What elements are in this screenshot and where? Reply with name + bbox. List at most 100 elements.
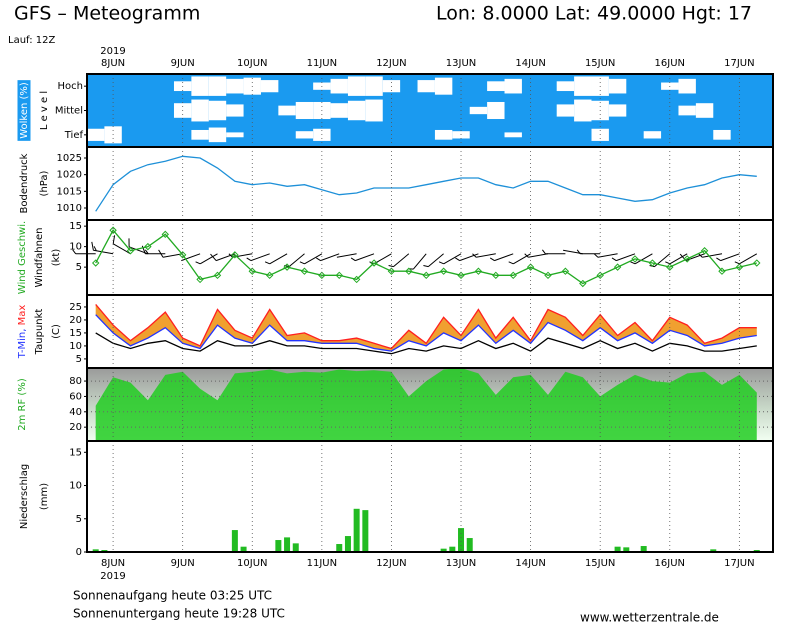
y-tick-label: 1010 (57, 203, 82, 214)
bar (353, 508, 360, 552)
wind-barb (158, 249, 183, 258)
marker (422, 271, 430, 280)
panel-label: Wolken (%) (19, 82, 30, 139)
cloud-cell (208, 100, 227, 121)
cloud-cell (226, 104, 244, 117)
y-tick-label: 5 (76, 262, 82, 273)
marker (700, 247, 709, 255)
wind-barb (72, 249, 96, 255)
cloud-cell (260, 80, 279, 93)
x-tick-label-top: 16JUN (655, 58, 685, 69)
wind-barb (593, 253, 618, 258)
cloud-cell (191, 76, 209, 96)
panel-label-part: Wind Geschwi. (17, 221, 28, 294)
cloud-cell (330, 103, 348, 118)
cloud-cell (278, 105, 296, 116)
marker (544, 271, 552, 280)
wind-barb (716, 253, 740, 262)
level-label: Tief (64, 130, 84, 141)
wind-barb (91, 241, 114, 255)
wind-barb (195, 253, 218, 265)
x-tick-label-bottom: 10JUN (237, 558, 267, 569)
sunrise: Sonnenaufgang heute 03:25 UTC (73, 589, 272, 603)
wind-barb (542, 249, 566, 255)
marker (596, 271, 604, 280)
marker (579, 279, 587, 288)
area (95, 368, 757, 441)
cloud-cell (434, 129, 453, 140)
series-line (95, 229, 757, 285)
x-tick-label-top: 15JUN (585, 58, 615, 69)
cloud-cell (469, 106, 488, 115)
y-tick-label: 60 (69, 391, 82, 402)
panel-label: (C) (51, 324, 62, 339)
marker (683, 255, 691, 263)
marker (631, 255, 639, 263)
marker (718, 267, 726, 275)
panel-label-part: (mm) (39, 483, 50, 510)
cloud-cell (365, 76, 383, 96)
x-tick-label-bottom: 12JUN (376, 558, 406, 569)
cloud-cell (191, 99, 209, 122)
bar (440, 548, 447, 552)
x-tick-label-bottom: 8JUN (101, 558, 125, 569)
wind-barb (438, 253, 462, 265)
cloud-cell (574, 76, 592, 96)
panel-label: 2m RF (%) (17, 378, 28, 431)
x-tick-label-bottom: 13JUN (446, 558, 476, 569)
wind-barb (576, 249, 601, 255)
panel-label-part: (C) (51, 324, 62, 339)
cloud-cell (417, 80, 435, 93)
panel-label: L e v e l (39, 91, 50, 130)
wind-barb (611, 253, 636, 262)
wind-barb (489, 253, 514, 262)
x-tick-label-top: 13JUN (446, 58, 476, 69)
y-tick-label: 10 (69, 481, 82, 492)
wind-barb (524, 253, 549, 258)
y-tick-label: 80 (69, 376, 82, 387)
y-tick-label: 10 (69, 242, 82, 253)
series-line (95, 332, 757, 355)
cloud-cell (208, 76, 227, 96)
y-tick-label: 0 (76, 547, 82, 558)
wind-barb (264, 253, 288, 265)
marker (753, 259, 761, 267)
panel-label: Wind Geschwi. (17, 221, 28, 294)
panel-label-part: 2m RF (%) (17, 378, 28, 431)
y-tick-label: 25 (69, 302, 82, 313)
bar (336, 544, 343, 552)
panel-label-part: Windfahnen (34, 228, 45, 288)
cloud-cell (347, 100, 366, 121)
x-tick-label-bottom: 16JUN (655, 558, 685, 569)
marker (370, 259, 378, 267)
panel-frame (86, 440, 774, 553)
y-tick-label: 40 (69, 407, 82, 418)
marker (474, 267, 483, 275)
cloud-cell (295, 101, 314, 120)
wind-barb (141, 245, 166, 255)
wind-barb (472, 253, 496, 258)
x-tick-label-bottom: 11JUN (307, 558, 337, 569)
cloud-cell (330, 78, 348, 94)
x-tick-label-top: 10JUN (237, 58, 267, 69)
y-tick-label: 5 (76, 354, 82, 365)
bar (640, 546, 647, 552)
panel-label: (hPa) (39, 170, 50, 196)
sunset: Sonnenuntergang heute 19:28 UTC (73, 607, 285, 621)
marker (196, 275, 204, 284)
marker (300, 267, 309, 275)
marker (387, 267, 396, 275)
panel-label-part: (hPa) (39, 170, 50, 196)
marker (526, 263, 535, 271)
bar (292, 543, 299, 552)
cloud-cell (608, 104, 627, 117)
cloud-cell (487, 101, 505, 120)
marker (109, 226, 117, 234)
panel-label-part: T-Min, (17, 329, 28, 360)
level-label: Hoch (58, 81, 83, 92)
y-tick-label: 15 (69, 221, 82, 232)
y-tick-label: 20 (69, 422, 82, 433)
cloud-cell (208, 127, 227, 143)
wind-barb (336, 253, 357, 258)
wind-barb (423, 253, 444, 268)
